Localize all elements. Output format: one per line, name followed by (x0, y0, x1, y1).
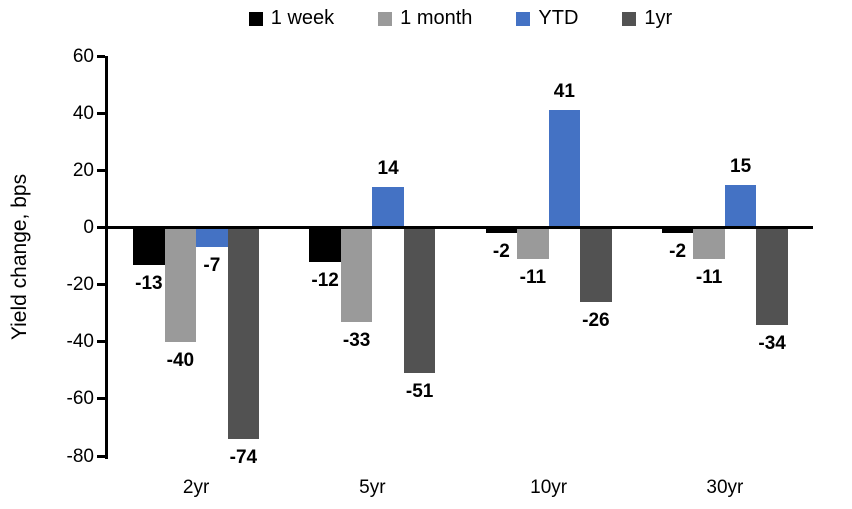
bar-value-label: 15 (730, 155, 752, 177)
y-axis-line (105, 56, 108, 459)
y-axis-tick (97, 340, 105, 344)
y-axis-tick (97, 111, 105, 115)
bar-YTD-10yr (548, 110, 581, 228)
x-category-label: 5yr (359, 477, 386, 498)
bar-1-week-5yr (309, 227, 341, 262)
y-axis-tick-label: 40 (72, 102, 94, 124)
bar-YTD-2yr (196, 227, 228, 248)
x-axis-zero-line (105, 225, 813, 229)
bar-value-label: 14 (377, 158, 399, 180)
legend-item: 1 week (248, 7, 335, 30)
legend-item: YTD (516, 7, 578, 30)
legend-label: 1 week (270, 7, 335, 29)
legend-label: YTD (538, 7, 579, 29)
y-axis-tick-label: -60 (66, 388, 94, 410)
y-axis-title: Yield change, bps (8, 173, 31, 341)
bar-1yr-2yr (227, 227, 260, 439)
y-axis-tick-label: 60 (72, 45, 94, 67)
y-axis-tick-label: -40 (66, 331, 94, 353)
x-category-label: 30yr (706, 477, 744, 498)
bar-value-label: -2 (492, 241, 510, 263)
bar-value-label: -2 (669, 241, 687, 263)
x-category-label: 2yr (182, 477, 210, 498)
bar-1-month-10yr (517, 227, 549, 259)
y-axis-tick (97, 283, 105, 287)
bar-value-label: -74 (229, 446, 258, 468)
legend-label: 1 month (400, 7, 473, 29)
bar-value-label: -33 (342, 329, 371, 351)
bar-1-week-10yr (485, 227, 518, 234)
legend-swatch (248, 11, 263, 26)
legend-swatch (622, 11, 637, 26)
bar-1-week-2yr (133, 227, 165, 265)
y-axis-tick (97, 168, 105, 172)
y-axis-tick-label: -20 (66, 274, 94, 296)
y-axis-tick (97, 397, 105, 401)
bar-1-week-30yr (661, 227, 694, 234)
bar-value-label: -11 (519, 266, 547, 288)
bar-1-month-2yr (164, 227, 197, 342)
bar-value-label: -34 (758, 332, 786, 354)
y-axis-tick (97, 225, 105, 229)
bar-value-label: 41 (553, 81, 575, 103)
y-axis-tick-label: 20 (72, 159, 94, 181)
bar-1yr-10yr (580, 227, 612, 302)
legend-label: 1yr (644, 7, 673, 29)
chart-legend: 1 week 1 month YTD 1yr (108, 7, 813, 30)
y-axis-tick (97, 454, 105, 458)
bar-1yr-5yr (403, 227, 436, 374)
legend-swatch (378, 11, 393, 26)
y-axis-tick (97, 54, 105, 58)
bar-value-label: -12 (311, 269, 339, 291)
bar-1-month-5yr (340, 227, 373, 322)
bar-1yr-30yr (756, 227, 788, 325)
y-axis-tick-label: -80 (66, 445, 94, 467)
bar-YTD-5yr (372, 187, 404, 228)
legend-item: 1 month (378, 7, 472, 30)
bar-value-label: -51 (405, 381, 434, 403)
bar-1-month-30yr (693, 227, 725, 259)
legend-swatch (516, 11, 531, 26)
legend-item: 1yr (622, 7, 672, 30)
bar-YTD-30yr (724, 184, 757, 228)
bar-value-label: -40 (166, 349, 195, 371)
y-axis-tick-label: 0 (83, 216, 94, 238)
bar-value-label: -11 (695, 266, 723, 288)
bar-value-label: -26 (582, 309, 610, 331)
bar-value-label: -7 (203, 255, 221, 277)
x-category-label: 10yr (530, 477, 568, 498)
bar-value-label: -13 (135, 272, 163, 294)
